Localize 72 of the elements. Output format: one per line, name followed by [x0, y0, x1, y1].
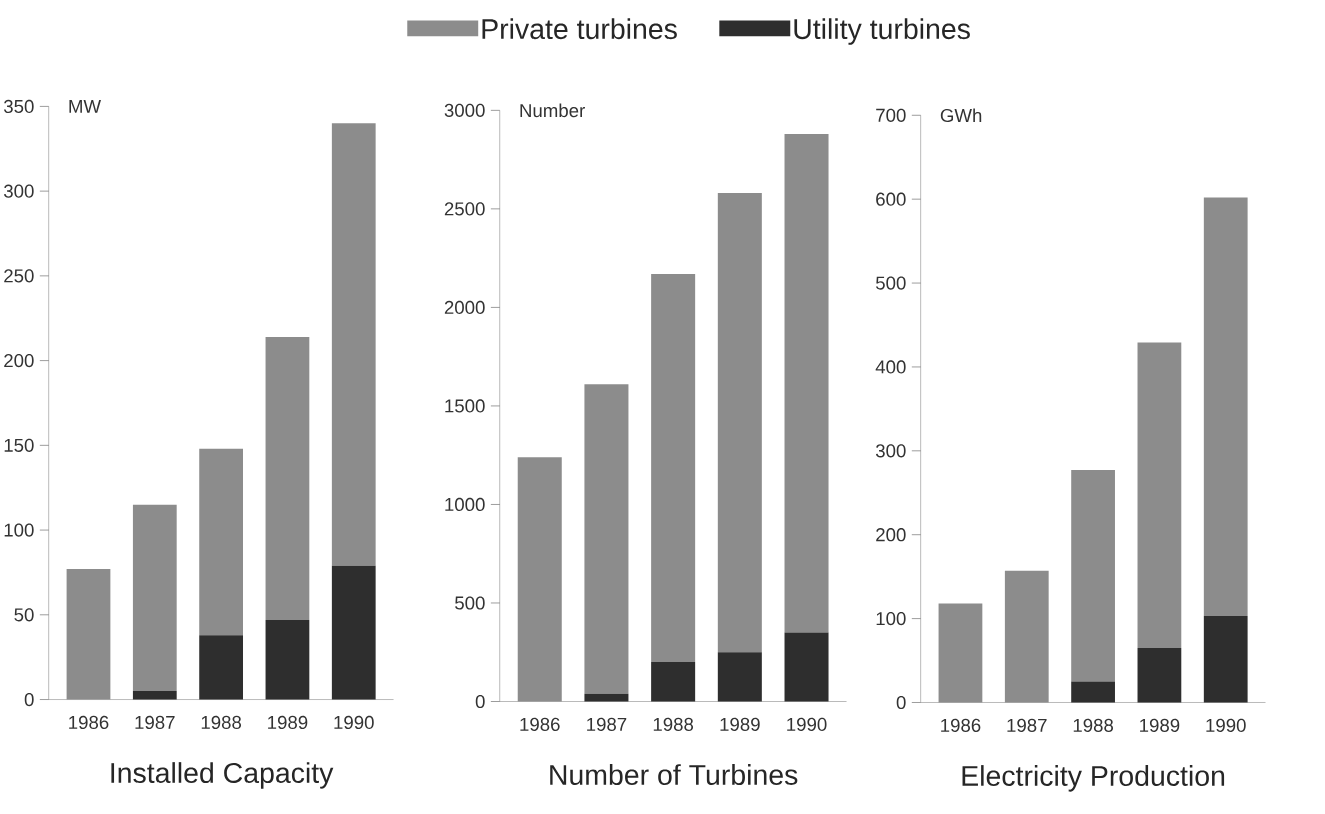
y-tick-label: 500	[455, 596, 485, 610]
x-tick-label: 1987	[587, 717, 627, 732]
x-tick-label: 1986	[941, 718, 981, 733]
bar	[1071, 681, 1115, 703]
y-tick-label: 100	[876, 612, 906, 626]
y-tick-label: 0	[896, 695, 906, 710]
bar	[132, 504, 177, 692]
y-tick-label: 300	[875, 444, 906, 458]
y-tick-label: 350	[3, 99, 34, 114]
bar	[784, 632, 829, 702]
bar	[331, 123, 376, 566]
bar	[584, 384, 629, 694]
text: Electricity Production	[962, 765, 1225, 792]
y-tick-label: 3000	[444, 103, 485, 118]
bar	[132, 691, 177, 700]
bar	[265, 336, 310, 620]
y-tick-label: 2000	[444, 300, 485, 315]
y-tick-label: 1500	[445, 399, 485, 413]
x-tick-label: 1989	[268, 715, 308, 730]
bar	[651, 273, 696, 663]
bar	[1137, 648, 1182, 703]
x-tick-label: 1990	[334, 715, 374, 730]
x-tick-label: 1986	[520, 717, 560, 732]
y-axis-title: MW	[69, 100, 101, 113]
x-tick-label: 1988	[653, 717, 694, 732]
bar	[517, 457, 562, 702]
legend-label: Utility turbines	[794, 18, 970, 45]
bar	[331, 565, 376, 700]
bar	[199, 448, 244, 636]
x-tick-label: 1988	[201, 715, 242, 730]
y-tick-label: 0	[24, 693, 34, 707]
bar	[66, 569, 111, 700]
y-tick-label: 200	[876, 528, 906, 542]
y-tick-label: 700	[876, 108, 906, 122]
bar	[784, 134, 829, 633]
bar	[584, 693, 629, 702]
bar	[1203, 197, 1248, 617]
bar	[199, 635, 244, 700]
x-tick-label: 1989	[720, 717, 760, 732]
y-axis-title: Number	[520, 103, 585, 118]
text: Installed Capacity	[111, 762, 334, 789]
y-tick-label: 400	[875, 360, 906, 374]
bar	[938, 603, 983, 703]
bar	[1071, 470, 1115, 682]
x-tick-label: 1986	[69, 715, 109, 730]
y-tick-label: 250	[4, 269, 34, 283]
y-tick-label: 100	[4, 523, 34, 537]
x-tick-label: 1987	[1007, 718, 1047, 733]
y-tick-label: 500	[875, 276, 906, 290]
legend-label: Private turbines	[482, 18, 677, 40]
x-tick-label: 1988	[1073, 718, 1114, 733]
y-tick-label: 300	[3, 184, 34, 198]
y-tick-label: 2500	[444, 202, 485, 216]
y-tick-label: 1000	[445, 497, 485, 512]
y-axis-title: GWh	[940, 108, 982, 123]
y-tick-label: 600	[876, 192, 906, 206]
y-tick-label: 150	[4, 438, 34, 453]
bar	[717, 652, 762, 702]
bar	[265, 619, 310, 700]
y-tick-label: 0	[475, 694, 485, 709]
bar	[1203, 616, 1248, 703]
x-tick-label: 1989	[1140, 718, 1180, 733]
y-tick-label: 200	[4, 354, 34, 368]
bar	[1004, 570, 1049, 703]
bar	[651, 662, 696, 702]
y-tick-label: 50	[14, 608, 34, 622]
x-tick-label: 1987	[135, 715, 175, 730]
bar	[1137, 342, 1182, 649]
bar	[717, 193, 762, 653]
x-tick-label: 1990	[1206, 718, 1246, 733]
text: Number of Turbines	[550, 764, 798, 786]
x-tick-label: 1990	[787, 717, 827, 732]
